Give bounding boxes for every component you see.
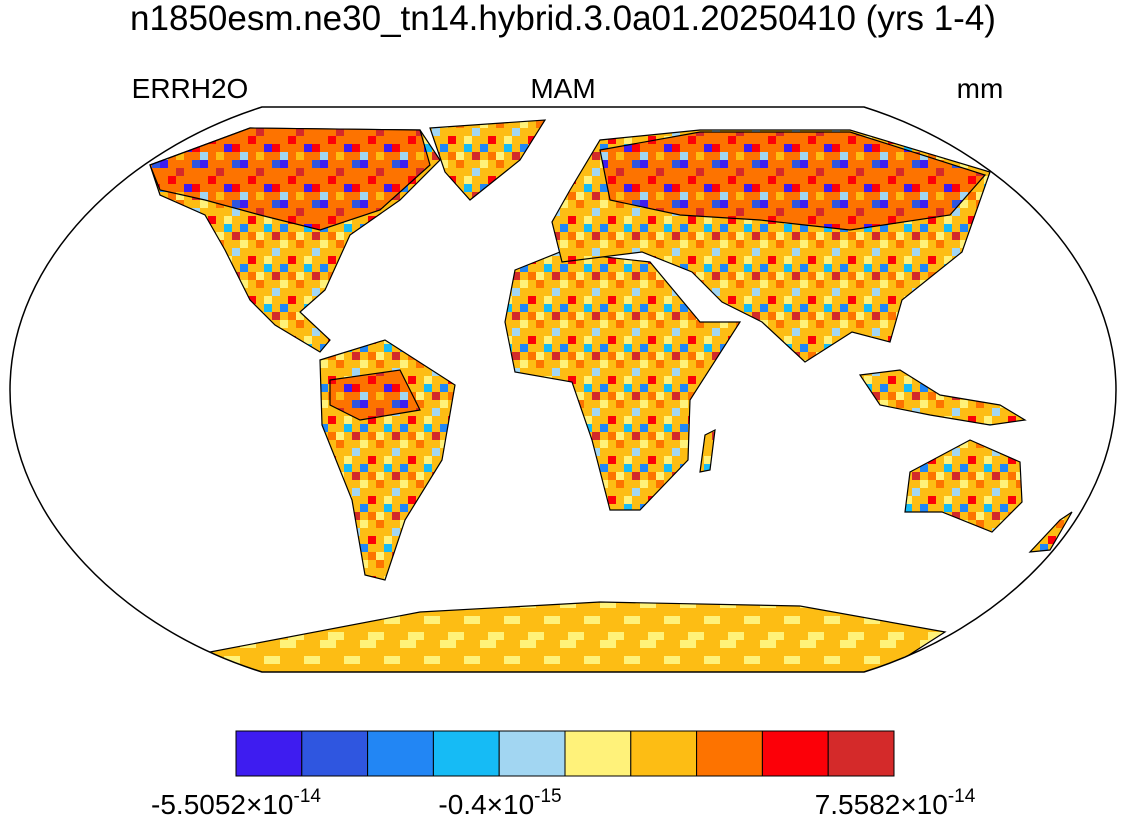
colorbar-label: 7.5582×10-14 — [815, 786, 976, 820]
amazon — [329, 369, 421, 421]
siberia — [599, 131, 987, 231]
colorbar-box — [498, 730, 566, 777]
colorbar-box — [761, 730, 829, 777]
map-border — [9, 106, 1117, 673]
madagascar — [699, 428, 716, 473]
africa — [504, 251, 742, 511]
new-zealand — [1028, 511, 1073, 553]
colorbar-label-mantissa: -5.5052×10 — [151, 789, 293, 820]
colorbar-box — [564, 730, 632, 777]
colorbar-label: -5.5052×10-14 — [151, 786, 321, 820]
colorbar-box — [301, 730, 369, 777]
colorbar-label: -0.4×10-15 — [438, 786, 561, 820]
map — [149, 119, 1073, 672]
variable-label: ERRH2O — [132, 73, 249, 104]
colorbar-label-exponent: -14 — [294, 786, 322, 807]
canada — [149, 127, 431, 231]
units-label: mm — [957, 73, 1004, 104]
season-label: MAM — [530, 73, 595, 104]
antarctica — [208, 601, 947, 672]
australia — [904, 439, 1023, 533]
colorbar — [235, 730, 895, 777]
colorbar-box — [432, 730, 500, 777]
colorbar-label-exponent: -15 — [534, 786, 561, 807]
colorbar-label-mantissa: 7.5582×10 — [815, 789, 948, 820]
colorbar-box — [827, 730, 895, 777]
colorbar-box — [367, 730, 434, 777]
colorbar-label-exponent: -14 — [948, 786, 976, 807]
southeast-asia — [858, 369, 1027, 426]
greenland — [429, 119, 547, 201]
colorbar-label-mantissa: -0.4×10 — [438, 789, 534, 820]
colorbar-box — [696, 730, 763, 777]
colorbar-box — [235, 730, 303, 777]
colorbar-box — [630, 730, 698, 777]
title: n1850esm.ne30_tn14.hybrid.3.0a01.2025041… — [130, 0, 996, 38]
